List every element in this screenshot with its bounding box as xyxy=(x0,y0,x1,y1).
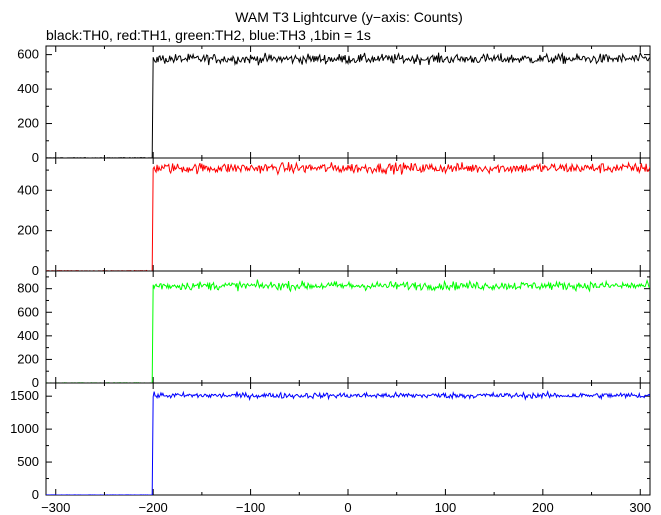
panel-frame xyxy=(45,270,651,384)
y-tick-label: 0 xyxy=(32,487,39,502)
y-tick-label: 400 xyxy=(17,182,39,197)
y-tick-label: 600 xyxy=(17,304,39,319)
x-axis: −300 −200 −100 0 100 200 300 xyxy=(41,46,651,515)
x-tick-label: 300 xyxy=(629,500,651,515)
y-tick-label: 0 xyxy=(32,263,39,278)
panel-th0: 0 200 400 600 xyxy=(17,45,651,165)
y-tick-label: 0 xyxy=(32,150,39,165)
series-th3-line xyxy=(46,389,650,495)
x-tick-label: −300 xyxy=(41,500,70,515)
y-tick-label: 800 xyxy=(17,281,39,296)
y-tick-label: 1000 xyxy=(10,421,39,436)
panel-th2: 0 200 400 600 800 xyxy=(17,270,651,390)
series-th1-line xyxy=(46,161,650,271)
y-tick-label: 600 xyxy=(17,47,39,62)
panels-group: 0 200 400 600 0 200 400 0 200 400 600 800 0 500 1000 15… xyxy=(10,45,651,502)
y-tick-label: 1500 xyxy=(10,388,39,403)
x-tick-label: 100 xyxy=(435,500,457,515)
panel-frame xyxy=(45,382,651,496)
x-tick-label: −200 xyxy=(139,500,168,515)
panel-th3: 0 500 1000 1500 xyxy=(10,382,651,502)
chart-subtitle: black:TH0, red:TH1, green:TH2, blue:TH3 … xyxy=(46,27,371,43)
chart-title: WAM T3 Lightcurve (y−axis: Counts) xyxy=(235,9,463,25)
y-tick-label: 0 xyxy=(32,375,39,390)
x-tick-label: 200 xyxy=(532,500,554,515)
series-th2-line xyxy=(46,279,650,383)
x-tick-label: 0 xyxy=(344,500,351,515)
y-tick-label: 400 xyxy=(17,328,39,343)
series-th0-line xyxy=(46,51,650,158)
panel-th1: 0 200 400 xyxy=(17,157,651,278)
y-tick-label: 400 xyxy=(17,81,39,96)
x-tick-label: −100 xyxy=(236,500,265,515)
panel-frame xyxy=(45,157,651,272)
y-tick-label: 200 xyxy=(17,351,39,366)
y-tick-label: 200 xyxy=(17,116,39,131)
y-tick-label: 200 xyxy=(17,223,39,238)
y-tick-label: 500 xyxy=(17,454,39,469)
